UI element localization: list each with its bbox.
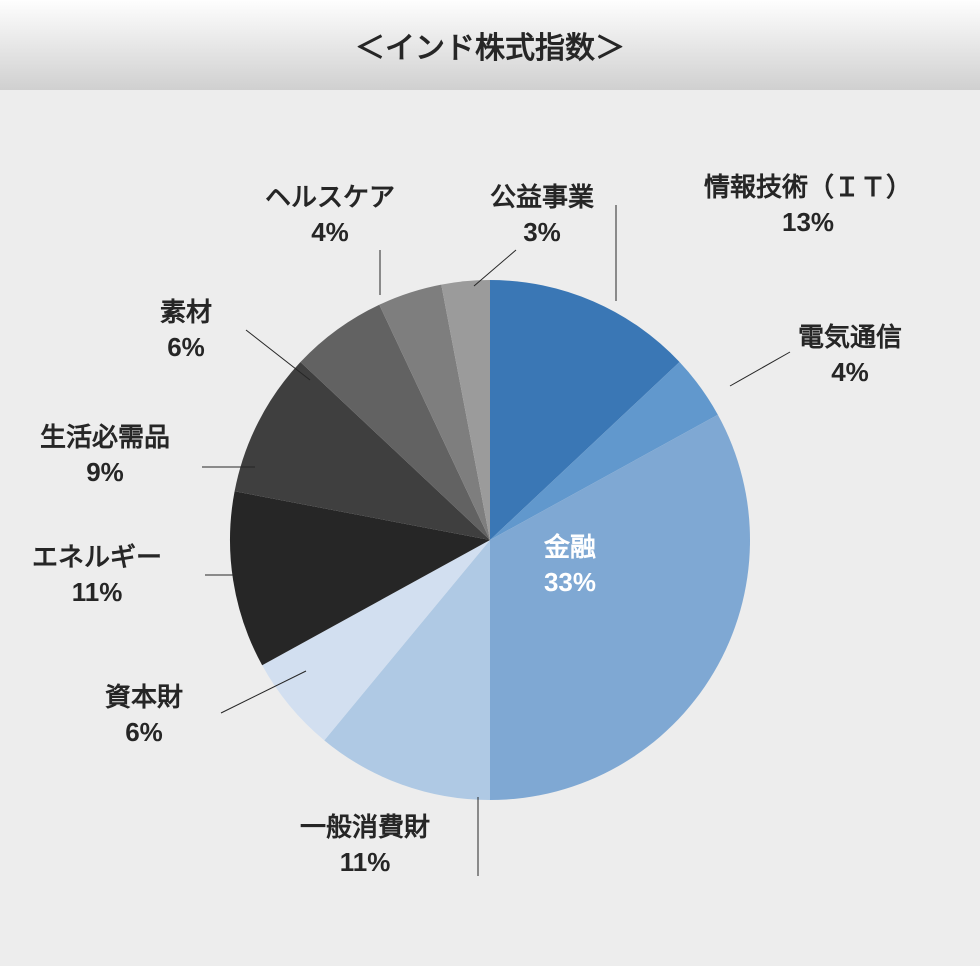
- slice-label-name: 電気通信: [798, 320, 902, 355]
- slice-label: 生活必需品9%: [40, 420, 170, 490]
- slice-label: 情報技術（ＩＴ）13%: [704, 170, 912, 240]
- slice-label-pct: 6%: [105, 715, 183, 750]
- slice-label: 公益事業3%: [490, 180, 594, 250]
- slice-label-pct: 3%: [490, 215, 594, 250]
- slice-label-pct: 33%: [544, 565, 596, 600]
- title-bar: ＜インド株式指数＞: [0, 0, 980, 90]
- slice-label-name: 資本財: [105, 680, 183, 715]
- slice-label-pct: 11%: [32, 575, 162, 610]
- slice-label: エネルギー11%: [32, 540, 162, 610]
- slice-label: 資本財6%: [105, 680, 183, 750]
- slice-label-name: エネルギー: [32, 540, 162, 575]
- slice-label-name: 生活必需品: [40, 420, 170, 455]
- slice-label-pct: 11%: [300, 845, 430, 880]
- chart-title: ＜インド株式指数＞: [355, 23, 625, 67]
- slice-label: 金融33%: [544, 530, 596, 600]
- slice-label: 素材6%: [160, 295, 212, 365]
- slice-label-pct: 4%: [798, 355, 902, 390]
- slice-label-pct: 4%: [265, 215, 395, 250]
- pie-chart: 情報技術（ＩＴ）13%電気通信4%金融33%一般消費財11%資本財6%エネルギー…: [0, 90, 980, 966]
- slice-label: 一般消費財11%: [300, 810, 430, 880]
- slice-label-name: 公益事業: [490, 180, 594, 215]
- slice-label-pct: 6%: [160, 330, 212, 365]
- slice-label-pct: 9%: [40, 455, 170, 490]
- slice-label: 電気通信4%: [798, 320, 902, 390]
- slice-label-name: 金融: [544, 530, 596, 565]
- leader-line: [730, 352, 790, 386]
- slice-label-name: 情報技術（ＩＴ）: [704, 170, 912, 205]
- slice-label-name: 素材: [160, 295, 212, 330]
- slice-label-name: 一般消費財: [300, 810, 430, 845]
- leader-line: [246, 330, 310, 380]
- slice-label: ヘルスケア4%: [265, 180, 395, 250]
- slice-label-pct: 13%: [704, 205, 912, 240]
- slice-label-name: ヘルスケア: [265, 180, 395, 215]
